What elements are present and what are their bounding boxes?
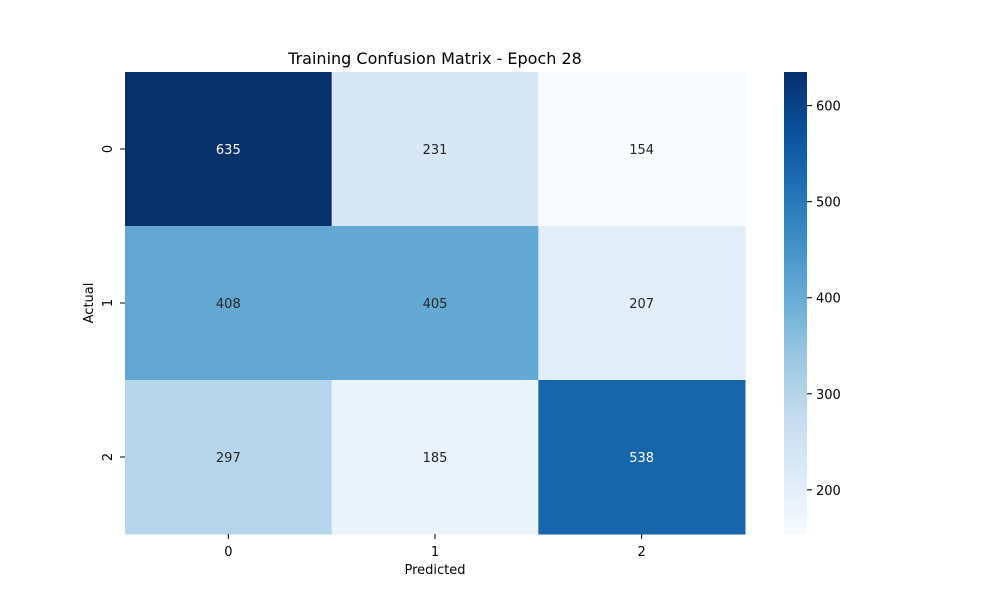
heatmap-cell bbox=[538, 380, 746, 535]
heatmap-cell bbox=[125, 380, 333, 535]
cell-value-label: 635 bbox=[216, 143, 241, 158]
cell-value-label: 405 bbox=[423, 297, 448, 312]
heatmap-cells bbox=[125, 72, 746, 535]
heatmap-cell bbox=[125, 72, 333, 227]
colorbar-tick-label: 500 bbox=[816, 196, 841, 211]
cell-value-label: 231 bbox=[423, 143, 448, 158]
colorbar-tick-label: 200 bbox=[816, 484, 841, 499]
y-tick-label: 1 bbox=[101, 299, 116, 307]
y-tick-label: 0 bbox=[101, 145, 116, 153]
x-tick-label: 1 bbox=[431, 545, 439, 560]
x-axis-label: Predicted bbox=[404, 563, 465, 578]
heatmap-cell-labels: 635 231 154 408 405 207 297 185 538 bbox=[216, 143, 654, 466]
cell-value-label: 297 bbox=[216, 451, 241, 466]
x-tick-label: 2 bbox=[638, 545, 646, 560]
y-axis-ticks: 0 1 2 bbox=[101, 145, 125, 461]
heatmap-cell bbox=[538, 226, 746, 381]
y-tick-label: 2 bbox=[101, 453, 116, 461]
heatmap-cell bbox=[331, 380, 539, 535]
chart-title: Training Confusion Matrix - Epoch 28 bbox=[287, 49, 582, 68]
cell-value-label: 408 bbox=[216, 297, 241, 312]
colorbar-tick-label: 400 bbox=[816, 292, 841, 307]
y-axis-label: Actual bbox=[82, 283, 97, 324]
heatmap-cell bbox=[125, 226, 333, 381]
colorbar bbox=[784, 72, 807, 534]
x-axis-ticks: 0 1 2 bbox=[224, 534, 646, 560]
cell-value-label: 154 bbox=[629, 143, 654, 158]
colorbar-tick-label: 300 bbox=[816, 388, 841, 403]
heatmap-cell bbox=[331, 226, 539, 381]
colorbar-tick-label: 600 bbox=[816, 100, 841, 115]
heatmap-cell bbox=[538, 72, 746, 227]
heatmap-cell bbox=[331, 72, 539, 227]
cell-value-label: 538 bbox=[629, 451, 654, 466]
x-tick-label: 0 bbox=[224, 545, 232, 560]
cell-value-label: 207 bbox=[629, 297, 654, 312]
cell-value-label: 185 bbox=[423, 451, 448, 466]
colorbar-ticks: 200 300 400 500 600 bbox=[807, 100, 841, 499]
